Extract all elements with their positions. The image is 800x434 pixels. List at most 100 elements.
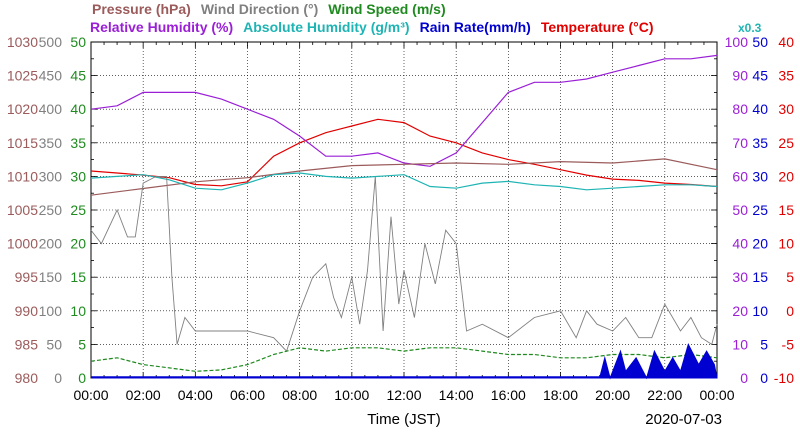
y-tick-label-pressure: 1025 [7,68,38,84]
y-tick-label-pressure: 980 [15,370,39,386]
x-tick-label: 16:00 [491,387,526,403]
legend-entry: Absolute Humidity (g/m³) [243,19,409,35]
x-tick-label: 22:00 [647,387,682,403]
y-tick-label-humidity: 40 [732,236,748,252]
series-temperature-c [90,118,718,188]
y-tick-label-pressure: 1005 [7,202,38,218]
x-tick-label: 18:00 [543,387,578,403]
x-tick-label: 10:00 [334,387,369,403]
y-tick-label-pressure: 1010 [7,168,38,184]
y-tick-label-humidity: 10 [732,336,748,352]
y-tick-label-pressure: 1000 [7,236,38,252]
x-axis: 00:00 02:00 04:00 06:00 08:00 10:00 12:00 14:00… [73,387,734,403]
y-tick-label-temperature: 0 [786,303,794,319]
legend-entry: Wind Speed (m/s) [328,1,445,17]
x-tick-label: 04:00 [178,387,213,403]
y-tick-label-pressure: 1030 [7,34,38,50]
y-tick-label-winddir: 50 [46,336,62,352]
y-tick-label-humidity: 60 [732,168,748,184]
series-rain-rate-mm-h [91,343,718,380]
y-tick-label-rain: 35 [752,135,768,151]
legend-row-1: Pressure (hPa) Wind Direction (°) Wind Spe… [92,1,446,17]
y-tick-label-winddir: 0 [54,370,62,386]
y-tick-label-winddir: 500 [39,34,63,50]
y-tick-label-temperature: 40 [778,34,794,50]
series-wind-speed-m-s [90,347,718,372]
y-tick-label-humidity: 30 [732,269,748,285]
y-tick-label-winddir: 100 [39,303,63,319]
y-tick-label-windspeed: 30 [70,168,86,184]
y-tick-label-rain: 40 [752,101,768,117]
grid-lines [90,41,718,379]
legend-entry: Rain Rate(mm/h) [420,19,531,35]
y-tick-label-temperature: 5 [786,269,794,285]
y-tick-label-rain: 20 [752,236,768,252]
x-tick-label: 00:00 [699,387,734,403]
y-tick-label-windspeed: 15 [70,269,86,285]
y-tick-label-winddir: 350 [39,135,63,151]
y-tick-label-rain: 5 [760,336,768,352]
y-tick-label-winddir: 300 [39,168,63,184]
x-tick-label: 20:00 [595,387,630,403]
plot-series [90,54,718,380]
series-relative-humidity [90,54,718,167]
legend-entry: Temperature (°C) [541,19,654,35]
y-tick-label-humidity: 50 [732,202,748,218]
y-tick-label-pressure: 990 [15,303,39,319]
multiplier-label: x0.3 [738,21,762,35]
y-tick-label-humidity: 70 [732,135,748,151]
y-tick-label-humidity: 80 [732,101,748,117]
y-tick-label-humidity: 20 [732,303,748,319]
y-tick-label-rain: 45 [752,68,768,84]
x-tick-label: 00:00 [73,387,108,403]
y-tick-label-humidity: 100 [725,34,749,50]
y-tick-label-windspeed: 5 [78,336,86,352]
y-tick-label-temperature: 30 [778,101,794,117]
y-tick-label-windspeed: 10 [70,303,86,319]
y-tick-label-temperature: -5 [782,336,795,352]
y-tick-label-humidity: 90 [732,68,748,84]
y-tick-label-pressure: 985 [15,336,39,352]
y-tick-label-rain: 10 [752,303,768,319]
y-tick-label-windspeed: 0 [78,370,86,386]
legend-entry: Pressure (hPa) [92,1,191,17]
y-tick-label-windspeed: 25 [70,202,86,218]
x-tick-label: 12:00 [386,387,421,403]
y-tick-label-temperature: 15 [778,202,794,218]
legend-entry: Relative Humidity (%) [90,19,233,35]
x-tick-label: 06:00 [230,387,265,403]
y-tick-label-temperature: 25 [778,135,794,151]
y-tick-label-windspeed: 35 [70,135,86,151]
y-tick-label-windspeed: 40 [70,101,86,117]
y-tick-label-winddir: 450 [39,68,63,84]
series-wind-direction [90,175,718,352]
series-absolute-humidity-g-m [90,172,718,191]
y-tick-label-rain: 50 [752,34,768,50]
x-tick-label: 08:00 [282,387,317,403]
y-tick-label-temperature: 35 [778,68,794,84]
legend-row-2: Relative Humidity (%) Absolute Humidity (… [90,19,654,35]
y-tick-label-temperature: 10 [778,236,794,252]
y-tick-label-winddir: 200 [39,236,63,252]
y-tick-label-winddir: 250 [39,202,63,218]
y-tick-label-windspeed: 50 [70,34,86,50]
y-tick-label-rain: 25 [752,202,768,218]
y-tick-label-windspeed: 20 [70,236,86,252]
y-tick-label-pressure: 1020 [7,101,38,117]
y-tick-label-rain: 30 [752,168,768,184]
y-tick-label-temperature: -10 [774,370,794,386]
y-tick-label-windspeed: 45 [70,68,86,84]
y-tick-label-pressure: 995 [15,269,39,285]
y-tick-label-rain: 15 [752,269,768,285]
y-tick-label-winddir: 400 [39,101,63,117]
y-tick-label-pressure: 1015 [7,135,38,151]
x-axis-label: Time (JST) [367,411,441,428]
y-tick-label-humidity: 0 [740,370,748,386]
y-axes: 1030102510201015101010051000995990985980… [7,34,794,386]
x-tick-label: 14:00 [439,387,474,403]
legend-entry: Wind Direction (°) [201,1,318,17]
y-tick-label-winddir: 150 [39,269,63,285]
y-tick-label-rain: 0 [760,370,768,386]
y-tick-label-temperature: 20 [778,168,794,184]
